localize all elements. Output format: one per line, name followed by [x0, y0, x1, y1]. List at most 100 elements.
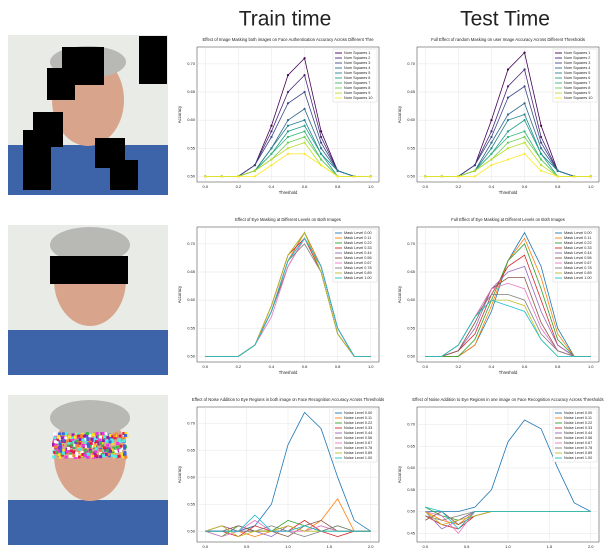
x-tick-label: 1.0	[505, 544, 511, 549]
legend-label: Mask Level 0.22	[344, 241, 372, 245]
point	[287, 74, 289, 76]
point	[320, 142, 322, 144]
y-axis-label: Accuracy	[177, 465, 182, 483]
legend-label: Num Squares 9	[344, 91, 370, 95]
legend-label: Num Squares 1	[564, 51, 590, 55]
point	[237, 175, 239, 177]
point	[540, 164, 542, 166]
point	[523, 52, 525, 54]
legend-label: Mask Level 0.89	[564, 271, 592, 275]
point	[507, 158, 509, 160]
legend-label: Noise Level 1.00	[344, 456, 372, 460]
legend-label: Noise Level 0.44	[564, 431, 592, 435]
legend-label: Num Squares 8	[344, 86, 370, 90]
x-tick-label: 1.0	[368, 364, 374, 369]
y-tick-label: 0.50	[407, 353, 416, 358]
point	[490, 136, 492, 138]
y-tick-label: 0.65	[407, 443, 416, 448]
x-tick-label: 0.6	[302, 184, 308, 189]
point	[457, 175, 459, 177]
y-tick-label: 0.55	[187, 325, 196, 330]
point	[507, 119, 509, 121]
point	[474, 170, 476, 172]
legend-label: Num Squares 6	[564, 76, 590, 80]
chart-title: Effect of Image Masking both images on F…	[202, 37, 374, 42]
x-axis-label: Threshold	[499, 370, 518, 375]
y-tick-label: 0.60	[407, 297, 416, 302]
y-tick-label: 0.55	[407, 325, 416, 330]
y-tick-label: 0.65	[407, 89, 416, 94]
point	[507, 113, 509, 115]
point	[523, 85, 525, 87]
x-tick-label: 2.0	[588, 544, 594, 549]
point	[320, 153, 322, 155]
y-axis-label: Accuracy	[397, 465, 402, 483]
point	[287, 147, 289, 149]
legend-label: Num Squares 5	[344, 71, 370, 75]
point	[507, 68, 509, 70]
y-tick-label: 0.70	[187, 61, 196, 66]
legend-label: Num Squares 4	[344, 66, 370, 70]
x-tick-label: 0.8	[555, 184, 561, 189]
point	[523, 142, 525, 144]
point	[254, 175, 256, 177]
x-tick-label: 0.8	[335, 184, 341, 189]
y-tick-label: 0.50	[407, 509, 416, 514]
x-tick-label: 0.8	[335, 364, 341, 369]
point	[507, 147, 509, 149]
legend-label: Noise Level 0.11	[564, 416, 592, 420]
point	[320, 164, 322, 166]
point	[590, 175, 592, 177]
y-tick-label: 0.50	[187, 353, 196, 358]
legend-label: Num Squares 4	[564, 66, 590, 70]
y-tick-label: 0.70	[407, 61, 416, 66]
legend-label: Mask Level 0.00	[564, 231, 592, 235]
point	[254, 170, 256, 172]
point	[523, 68, 525, 70]
point	[523, 119, 525, 121]
y-tick-label: 0.65	[407, 269, 416, 274]
point	[303, 91, 305, 93]
legend-label: Noise Level 0.33	[344, 426, 372, 430]
point	[540, 170, 542, 172]
legend-label: Noise Level 0.22	[564, 421, 592, 425]
y-tick-label: 0.60	[187, 474, 196, 479]
legend-label: Noise Level 0.00	[564, 411, 592, 415]
figure: Train time Test Time Effect of Image Mas…	[0, 0, 605, 560]
legend-label: Noise Level 0.67	[344, 441, 372, 445]
point	[204, 175, 206, 177]
y-tick-label: 0.60	[407, 465, 416, 470]
point	[523, 153, 525, 155]
y-tick-label: 0.70	[407, 421, 416, 426]
point	[254, 164, 256, 166]
y-tick-label: 0.60	[187, 117, 196, 122]
point	[270, 125, 272, 127]
point	[303, 108, 305, 110]
point	[490, 142, 492, 144]
legend: Num Squares 1Num Squares 2Num Squares 3N…	[553, 49, 597, 102]
point	[490, 158, 492, 160]
point	[540, 136, 542, 138]
x-tick-label: 0.8	[555, 364, 561, 369]
point	[507, 130, 509, 132]
y-tick-label: 0.65	[187, 447, 196, 452]
legend-label: Noise Level 0.44	[344, 431, 372, 435]
y-tick-label: 0.70	[407, 241, 416, 246]
point	[287, 91, 289, 93]
point	[523, 113, 525, 115]
point	[540, 158, 542, 160]
legend-label: Num Squares 7	[344, 81, 370, 85]
chart: Full Effect of random Masking on user Im…	[397, 37, 599, 195]
point	[353, 175, 355, 177]
legend-label: Num Squares 6	[344, 76, 370, 80]
x-tick-label: 0.2	[236, 364, 242, 369]
x-tick-label: 0.0	[202, 184, 208, 189]
y-axis-label: Accuracy	[177, 105, 182, 123]
legend-label: Mask Level 0.89	[344, 271, 372, 275]
x-tick-label: 0.2	[456, 184, 462, 189]
point	[507, 142, 509, 144]
point	[287, 125, 289, 127]
chart-title: Effect of Eye Masking at Different Level…	[235, 217, 341, 222]
x-tick-label: 1.0	[285, 544, 291, 549]
